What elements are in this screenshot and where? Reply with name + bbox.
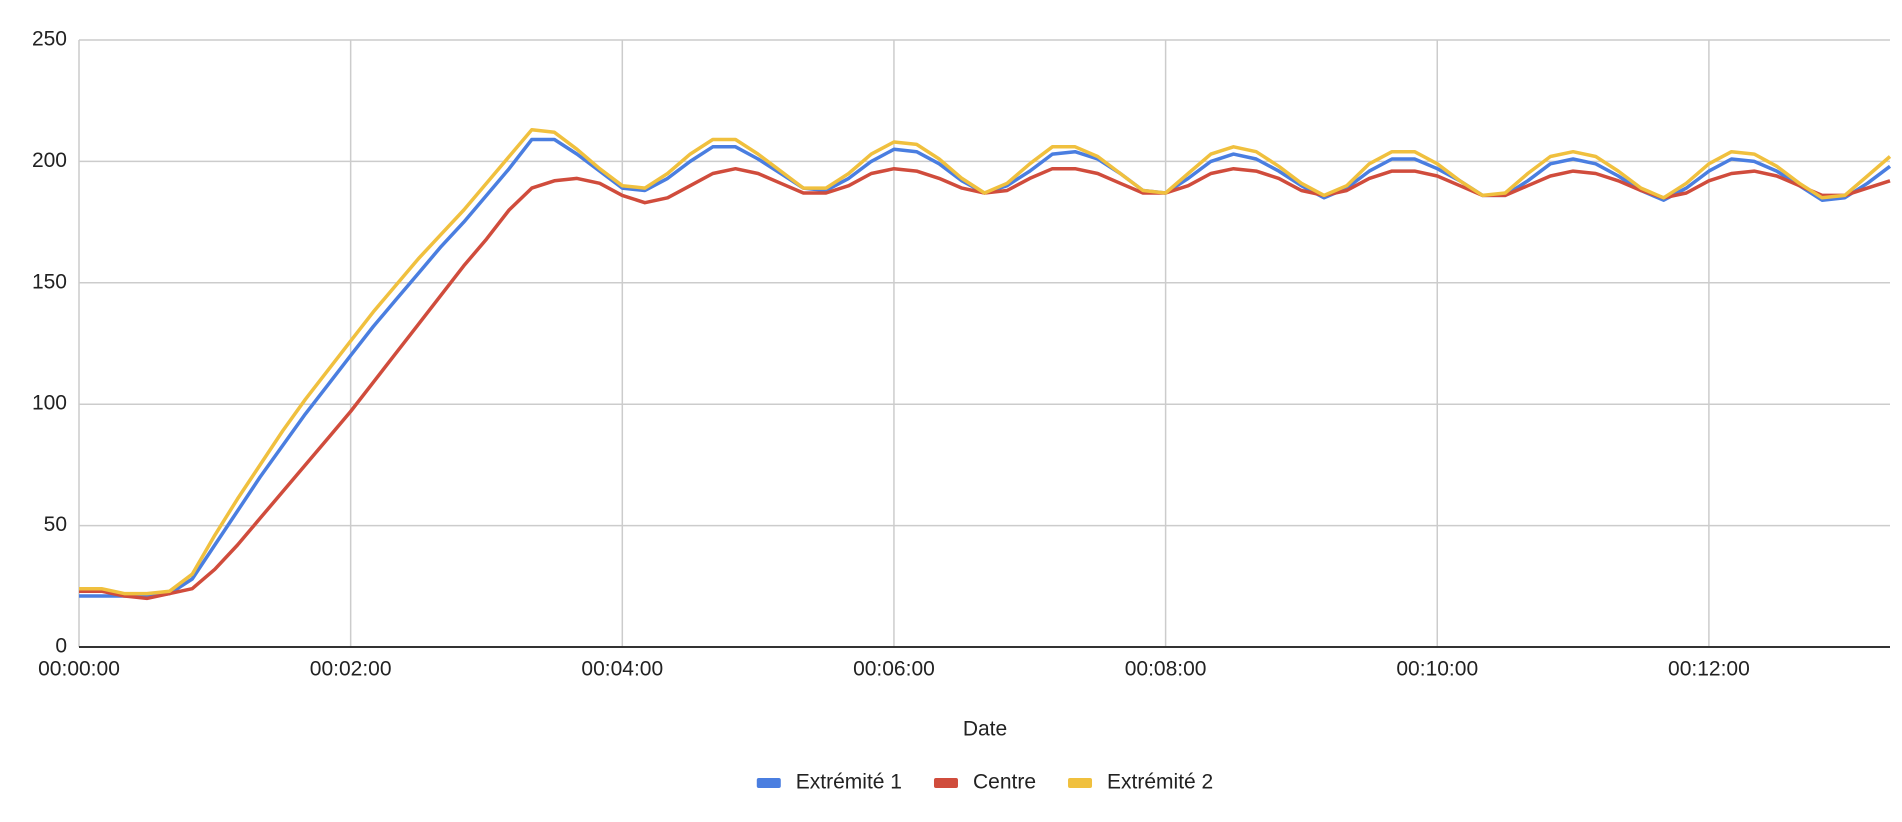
y-tick-label: 50 — [44, 513, 67, 536]
x-tick-label: 00:08:00 — [1125, 658, 1207, 681]
series-line — [79, 128, 1892, 596]
legend-swatch — [756, 778, 781, 788]
y-tick-label: 0 — [55, 635, 67, 658]
legend: Extrémité 1 Centre Extrémité 2 — [756, 771, 1213, 794]
y-tick-label: 150 — [32, 270, 67, 293]
legend-label: Extrémité 1 — [796, 771, 902, 794]
x-tick-label: 00:06:00 — [853, 658, 935, 681]
y-tick-label: 200 — [32, 149, 67, 172]
x-tick-label: 00:04:00 — [581, 658, 663, 681]
x-axis-label: Date — [963, 718, 1007, 741]
y-tick-label: 250 — [32, 28, 67, 51]
x-tick-label: 00:12:00 — [1668, 658, 1750, 681]
legend-swatch — [1068, 778, 1093, 788]
legend-label: Extrémité 2 — [1107, 771, 1213, 794]
legend-swatch — [933, 778, 958, 788]
x-tick-label: 00:10:00 — [1396, 658, 1478, 681]
y-tick-label: 100 — [32, 392, 67, 415]
x-tick-label: 00:00:00 — [38, 658, 120, 681]
x-tick-label: 00:02:00 — [310, 658, 392, 681]
grid — [78, 39, 1890, 647]
legend-label: Centre — [973, 771, 1036, 794]
